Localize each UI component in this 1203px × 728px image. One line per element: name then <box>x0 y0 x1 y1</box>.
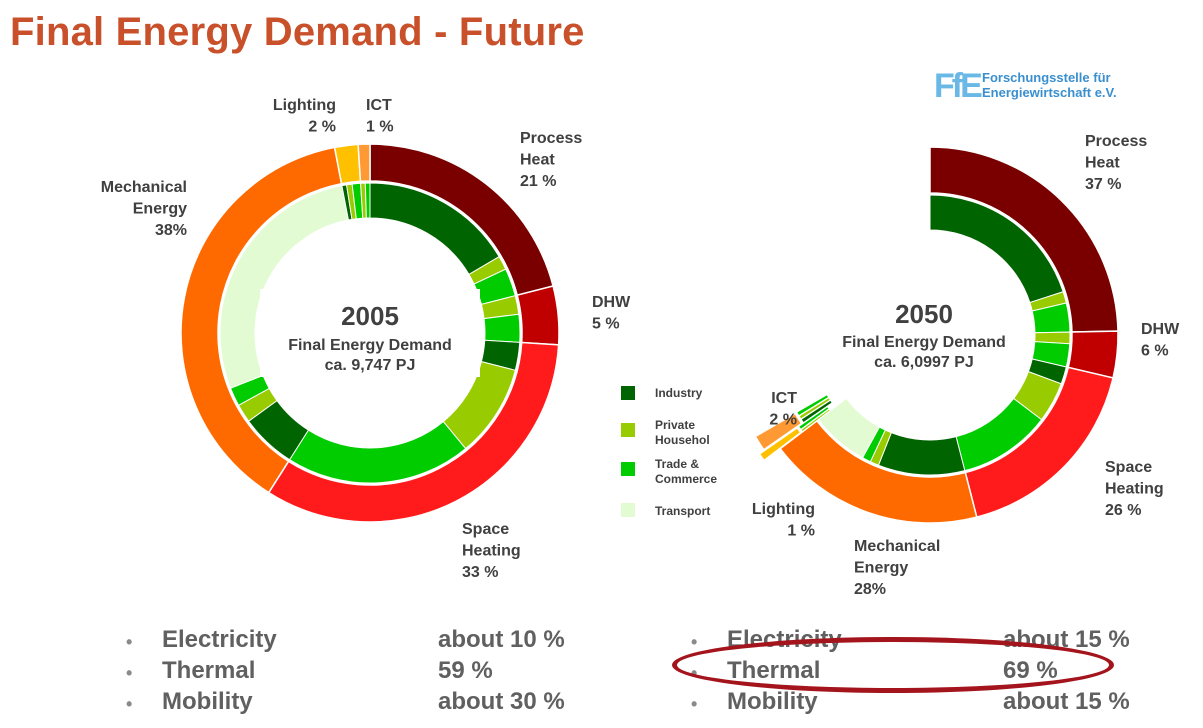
summary-value: about 10 % <box>438 626 565 653</box>
summary-name: Electricity <box>162 626 277 653</box>
legend-swatch-industry <box>621 386 635 400</box>
slice-label-line: ICT <box>366 97 392 114</box>
slice-label-line: 1 % <box>366 119 394 136</box>
slice-label-mechanical-energy: Mechanical Energy 38% <box>101 179 187 239</box>
ffe-logo-line2: Energiewirtschaft e.V. <box>982 85 1117 100</box>
center-card <box>260 289 480 377</box>
slice-label-lighting: Lighting 1 % <box>752 501 815 540</box>
sector-legend: Industry Private Househol Trade & Commer… <box>618 382 748 522</box>
summary-value: about 15 % <box>1003 688 1130 715</box>
slice-label-line: Heat <box>520 152 555 169</box>
ffe-logo-text: Forschungsstelle für Energiewirtschaft e… <box>982 70 1117 100</box>
bullet: • <box>126 694 133 714</box>
inner-slice-ict-trade <box>364 182 371 219</box>
slice-label-line: Energy <box>854 560 908 577</box>
inner-slice-ict-trade <box>796 393 830 417</box>
center-label: Final Energy Demand <box>842 334 1006 351</box>
slice-label-line: 28% <box>854 581 886 598</box>
slice-label-line: 21 % <box>520 173 556 190</box>
slice-label-line: 2 % <box>769 412 797 429</box>
slice-label-dhw: DHW 6 % <box>1141 321 1180 360</box>
slice-label-line: Space <box>462 521 509 538</box>
slice-label-line: 26 % <box>1105 502 1141 519</box>
center-label: Final Energy Demand <box>288 337 452 354</box>
slice-label-line: Heating <box>462 543 521 560</box>
slice-label-space-heating: Space Heating 26 % <box>1105 459 1164 519</box>
slice-label-line: Process <box>520 130 582 147</box>
ffe-logo-mark: FfE <box>934 67 983 105</box>
slice-label-line: Space <box>1105 459 1152 476</box>
bullet: • <box>126 663 133 683</box>
center-total: ca. 6,0997 PJ <box>874 354 974 371</box>
slice-label-process-heat: Process Heat 21 % <box>520 130 582 190</box>
outer-slice-ict <box>754 412 803 451</box>
ffe-logo-line1: Forschungsstelle für <box>982 70 1111 85</box>
legend-item-private: Private Househol <box>618 418 748 452</box>
summary-value: about 30 % <box>438 688 565 715</box>
summary-value: 59 % <box>438 657 493 684</box>
legend-label-private: Private Househol <box>655 418 710 447</box>
summary-name: Mobility <box>727 688 818 715</box>
donut-chart-2050: 2050 Final Energy Demand ca. 6,0997 PJ Proc… <box>752 133 1180 598</box>
legend-swatch-private <box>621 423 635 437</box>
slice-label-ict: ICT 1 % <box>366 97 394 136</box>
bullet: • <box>691 632 698 652</box>
slice-label-line: Mechanical <box>101 179 187 196</box>
slice-label-line: DHW <box>1141 321 1180 338</box>
slice-label-line: 6 % <box>1141 343 1169 360</box>
slice-label-line: Mechanical <box>854 538 940 555</box>
slice-label-line: Heat <box>1085 155 1120 172</box>
slice-label-line: Lighting <box>273 97 336 114</box>
donut-chart-2005: 2005 Final Energy Demand ca. 9,747 PJ Proce… <box>101 97 631 581</box>
bullet: • <box>126 632 133 652</box>
legend-label-transport: Transport <box>655 504 711 518</box>
slice-label-line: 2 % <box>308 119 336 136</box>
center-year: 2050 <box>895 299 953 329</box>
slice-label-line: 33 % <box>462 564 498 581</box>
inner-slice-dhw-trade <box>483 313 521 343</box>
slice-label-line: Heating <box>1105 481 1164 498</box>
legend-item-trade: Trade & Commerce <box>618 457 748 491</box>
slice-label-line: ICT <box>771 390 797 407</box>
slice-label-dhw: DHW 5 % <box>592 294 631 333</box>
inner-slice-mechanical-energy-transport <box>817 397 881 459</box>
legend-swatch-transport <box>621 503 635 517</box>
outer-slice-ict <box>357 143 371 183</box>
thermal-highlight-ellipse <box>672 637 1114 693</box>
page-title: Final Energy Demand - Future <box>10 10 585 54</box>
slice-label-line: Process <box>1085 133 1147 150</box>
legend-item-transport: Transport <box>618 500 748 534</box>
summary-name: Mobility <box>162 688 253 715</box>
slice-label-line: 38% <box>155 222 187 239</box>
slice-label-line: 37 % <box>1085 176 1121 193</box>
summary-name: Thermal <box>162 657 256 684</box>
slice-label-process-heat: Process Heat 37 % <box>1085 133 1147 193</box>
summary-row: • Electricity about 10 % <box>126 626 626 656</box>
slice-label-line: Energy <box>133 201 187 218</box>
legend-label-trade: Trade & Commerce <box>655 457 718 486</box>
center-year: 2005 <box>341 301 399 331</box>
inner-slice-mechanical-energy-industry <box>877 431 966 476</box>
slice-label-mechanical-energy: Mechanical Energy 28% <box>854 538 940 598</box>
center-total: ca. 9,747 PJ <box>325 357 416 374</box>
slice-label-space-heating: Space Heating 33 % <box>462 521 521 581</box>
summary-row: • Mobility about 30 % <box>126 688 626 718</box>
legend-item-industry: Industry <box>618 382 748 416</box>
legend-label-industry: Industry <box>655 386 703 400</box>
slice-label-ict: ICT 2 % <box>769 390 797 429</box>
slice-label-line: Lighting <box>752 501 815 518</box>
outer-slice-lighting <box>758 426 802 462</box>
outer-slice-dhw <box>516 285 560 346</box>
bullet: • <box>691 694 698 714</box>
slice-label-line: 5 % <box>592 316 620 333</box>
slice-label-lighting: Lighting 2 % <box>273 97 336 136</box>
summary-row: • Mobility about 15 % <box>691 688 1191 718</box>
slice-label-line: 1 % <box>787 523 815 540</box>
summary-row: • Thermal 59 % <box>126 657 626 687</box>
legend-swatch-trade <box>621 462 635 476</box>
slice-label-line: DHW <box>592 294 631 311</box>
